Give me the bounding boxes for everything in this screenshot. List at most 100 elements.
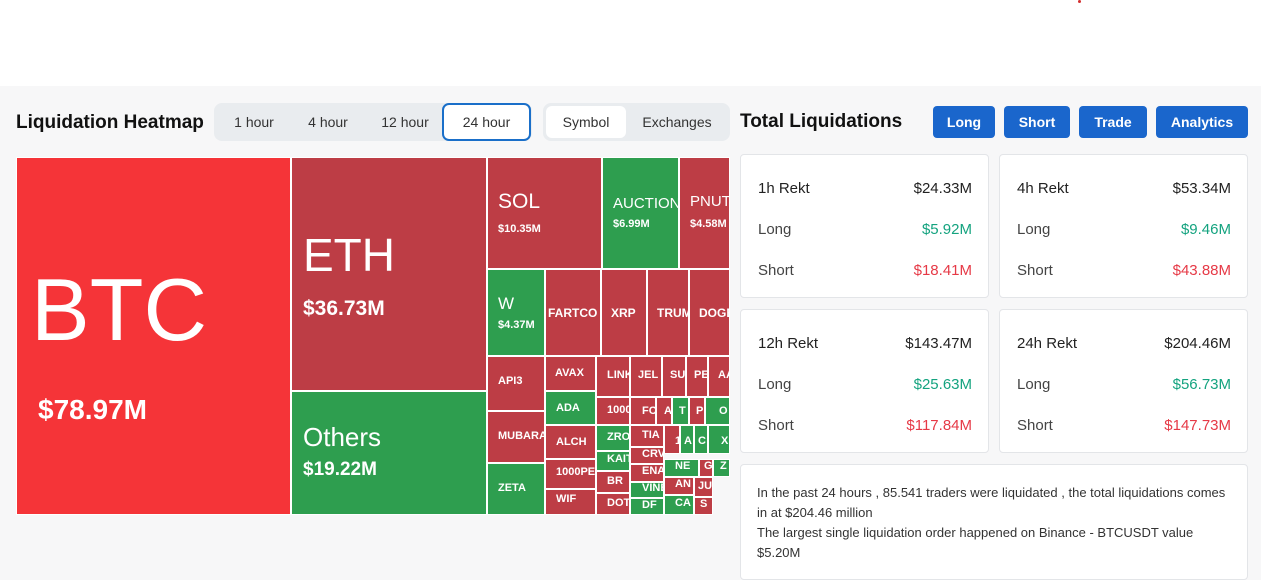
heatmap-cell-others[interactable]: Others $19.22M	[291, 391, 487, 515]
cell-symbol: PNUT	[690, 193, 730, 210]
heatmap-cell-aa[interactable]: AA	[708, 356, 730, 397]
heatmap-cell-g[interactable]: G	[699, 459, 713, 477]
trade-button[interactable]: Trade	[1079, 106, 1147, 138]
cell-symbol: O	[719, 405, 728, 417]
card-title: 12h Rekt	[758, 335, 819, 352]
tab-24-hour[interactable]: 24 hour	[442, 103, 531, 141]
heatmap-cell-df[interactable]: DF	[630, 498, 664, 515]
heatmap-cell-ne[interactable]: NE	[664, 459, 699, 477]
cell-symbol: DOGE	[699, 306, 729, 320]
heatmap-cell-btc[interactable]: BTC $78.97M	[16, 157, 291, 515]
cell-symbol: AN	[675, 478, 691, 490]
heatmap-cell-xrp[interactable]: XRP	[601, 269, 647, 356]
cell-symbol: FC	[642, 405, 656, 417]
cell-symbol: API3	[498, 375, 523, 387]
heatmap-cell-auction[interactable]: AUCTION $6.99M	[602, 157, 679, 269]
short-value: $147.73M	[1164, 417, 1231, 434]
card-total: $143.47M	[905, 335, 972, 352]
cell-symbol: G	[704, 460, 713, 472]
rekt-card-24h: 24h Rekt $204.46M Long $56.73M Short $147.7…	[999, 309, 1248, 453]
card-title: 24h Rekt	[1017, 335, 1078, 352]
cell-symbol: DF	[642, 499, 657, 511]
heatmap-cell-c[interactable]: C	[694, 425, 708, 454]
card-header: 4h Rekt $53.34M	[1017, 179, 1231, 199]
card-long-row: Long $5.92M	[758, 220, 972, 240]
cell-symbol: FARTCO	[548, 306, 598, 320]
long-button[interactable]: Long	[933, 106, 995, 138]
cell-symbol: T	[679, 405, 686, 417]
long-value: $5.92M	[921, 221, 972, 238]
heatmap-cell-eth[interactable]: ETH $36.73M	[291, 157, 487, 391]
time-range-tabs: 1 hour 4 hour 12 hour 24 hour	[214, 103, 532, 141]
heatmap-title: Liquidation Heatmap	[16, 112, 204, 133]
cell-symbol: Z	[720, 460, 727, 472]
cell-symbol: LINK	[607, 369, 629, 381]
heatmap-cell-1000pe[interactable]: 1000PE	[545, 459, 596, 489]
heatmap-cell-p[interactable]: P	[689, 397, 705, 425]
cell-symbol: TIA	[642, 429, 660, 441]
cell-symbol: 1	[675, 436, 679, 447]
heatmap-cell-vine[interactable]: VINE	[630, 482, 664, 498]
heatmap-cell-s[interactable]: S	[694, 497, 713, 515]
heatmap-cell-fc[interactable]: FC	[630, 397, 656, 425]
heatmap-cell-ju[interactable]: JU	[694, 477, 713, 497]
tab-exchanges[interactable]: Exchanges	[642, 114, 712, 130]
heatmap-cell-x[interactable]: X	[708, 425, 730, 454]
cell-symbol: PE	[694, 369, 708, 381]
heatmap-cell-kait[interactable]: KAIT	[596, 451, 630, 471]
rekt-card-4h: 4h Rekt $53.34M Long $9.46M Short $43.88M	[999, 154, 1248, 298]
heatmap-cell-jel[interactable]: JEL	[630, 356, 662, 397]
cell-symbol: VINE	[642, 482, 663, 494]
notification-dot	[1078, 0, 1081, 3]
card-header: 1h Rekt $24.33M	[758, 179, 972, 199]
heatmap-cell-ada[interactable]: ADA	[545, 391, 596, 425]
cell-value: $4.58M	[690, 218, 727, 230]
cell-symbol: ZRO	[607, 431, 630, 443]
heatmap-cell-doge[interactable]: DOGE	[689, 269, 730, 356]
card-total: $53.34M	[1172, 180, 1231, 197]
heatmap-cell-pnut[interactable]: PNUT $4.58M	[679, 157, 730, 269]
heatmap-cell-fartco[interactable]: FARTCO	[545, 269, 601, 356]
tab-12-hour[interactable]: 12 hour	[381, 114, 429, 130]
heatmap-cell-pe[interactable]: PE	[686, 356, 708, 397]
tab-4-hour[interactable]: 4 hour	[308, 114, 348, 130]
heatmap-cell-an[interactable]: AN	[664, 477, 694, 495]
heatmap-cell-1[interactable]: 1	[664, 425, 680, 454]
cell-symbol: SOL	[498, 190, 541, 213]
heatmap-cell-trum[interactable]: TRUM	[647, 269, 689, 356]
cell-symbol: BTC	[31, 260, 207, 359]
heatmap-cell-api3[interactable]: API3	[487, 356, 545, 411]
heatmap-cell-su[interactable]: SU	[662, 356, 686, 397]
cell-symbol: CRV	[642, 448, 664, 460]
heatmap-cell-w[interactable]: W $4.37M	[487, 269, 545, 356]
heatmap-cell-avax[interactable]: AVAX	[545, 356, 596, 391]
heatmap-cell-a[interactable]: A	[680, 425, 694, 454]
heatmap-cell-alch[interactable]: ALCH	[545, 425, 596, 459]
heatmap-cell-1000[interactable]: 1000	[596, 397, 630, 425]
heatmap-cell-mubara[interactable]: MUBARA	[487, 411, 545, 463]
analytics-button[interactable]: Analytics	[1156, 106, 1248, 138]
cell-value: $36.73M	[303, 297, 385, 320]
heatmap-cell-link[interactable]: LINK	[596, 356, 630, 397]
short-button[interactable]: Short	[1004, 106, 1070, 138]
cell-symbol: DOT	[607, 497, 630, 509]
heatmap-cell-z[interactable]: Z	[713, 459, 730, 477]
heatmap-cell-wif[interactable]: WIF	[545, 489, 596, 515]
heatmap-cell-zeta[interactable]: ZETA	[487, 463, 545, 515]
heatmap-cell-sol[interactable]: SOL $10.35M	[487, 157, 602, 269]
heatmap-cell-t[interactable]: T	[672, 397, 689, 425]
tab-symbol[interactable]: Symbol	[546, 106, 626, 138]
card-header: 24h Rekt $204.46M	[1017, 334, 1231, 354]
cell-value: $78.97M	[38, 394, 147, 425]
heatmap-cell-o[interactable]: O	[705, 397, 730, 425]
heatmap-cell-dot[interactable]: DOT	[596, 493, 630, 515]
heatmap-cell-tia[interactable]: TIA	[630, 425, 664, 447]
heatmap-cell-ena[interactable]: ENA	[630, 464, 664, 482]
heatmap-cell-br[interactable]: BR	[596, 471, 630, 493]
cell-symbol: KAIT	[607, 453, 629, 465]
heatmap-cell-ca[interactable]: CA	[664, 495, 694, 515]
tab-1-hour[interactable]: 1 hour	[234, 114, 274, 130]
heatmap-cell-zro[interactable]: ZRO	[596, 425, 630, 451]
heatmap-cell-crv[interactable]: CRV	[630, 447, 664, 464]
heatmap-cell-a[interactable]: A	[656, 397, 672, 425]
